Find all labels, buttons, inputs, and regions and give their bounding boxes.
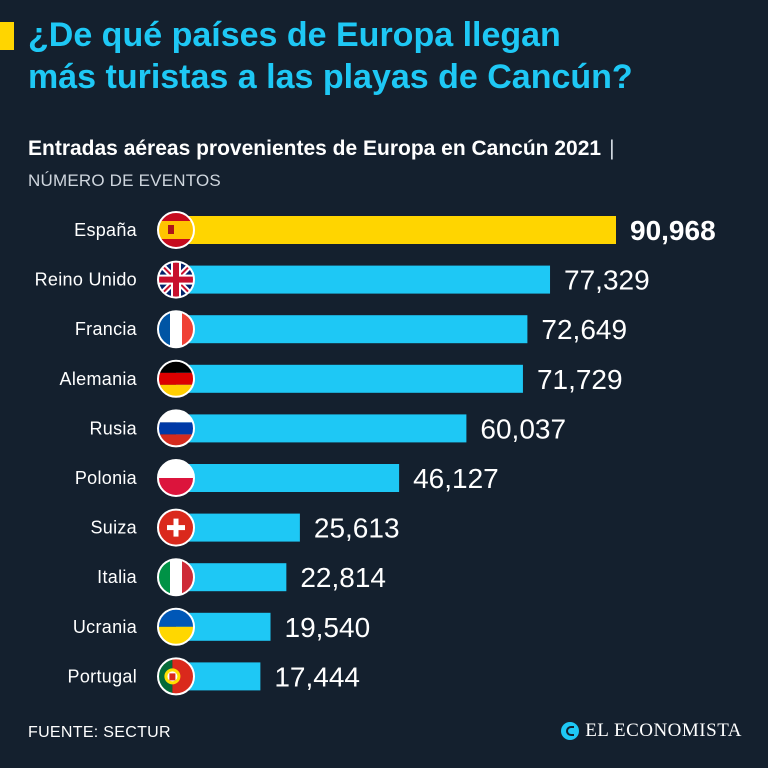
value-label-ucrania: 19,540 (285, 612, 371, 643)
bar-reino-unido (176, 265, 551, 294)
brand-name: EL ECONOMISTA (585, 720, 742, 741)
poland-flag-icon (157, 459, 195, 497)
subtitle-separator: | (609, 137, 615, 160)
source-note: FUENTE: SECTUR (28, 724, 171, 741)
chart-subtitle: Entradas aéreas provenientes de Europa e… (28, 136, 615, 162)
switzerland-flag-icon (157, 508, 195, 547)
value-label-suiza: 25,613 (314, 513, 400, 544)
title-line-2: más turistas a las playas de Cancún? (28, 58, 633, 96)
bar-francia (176, 315, 528, 344)
bar-rusia (176, 414, 467, 443)
category-label-francia: Francia (75, 319, 138, 339)
category-label-polonia: Polonia (75, 468, 138, 488)
page-title: ¿De qué países de Europa llegan más turi… (28, 14, 758, 98)
france-flag-icon (157, 310, 195, 349)
portugal-flag-icon (157, 657, 195, 696)
value-label-italia: 22,814 (300, 562, 386, 593)
spain-flag-icon (157, 211, 195, 249)
germany-flag-icon (157, 359, 195, 398)
chart-subtitle-text: Entradas aéreas provenientes de Europa e… (28, 137, 602, 160)
category-label-suiza: Suiza (90, 518, 137, 538)
bar-alemania (176, 364, 523, 393)
value-label-portugal: 17,444 (274, 661, 360, 692)
value-label-francia: 72,649 (541, 314, 627, 345)
brand-mark-icon (561, 722, 580, 740)
category-label-portugal: Portugal (68, 666, 137, 686)
bar-espana (176, 216, 616, 244)
value-label-espana: 90,968 (630, 215, 716, 246)
value-label-polonia: 46,127 (413, 463, 499, 494)
value-label-reino-unido: 77,329 (564, 265, 650, 296)
category-label-espana: España (74, 220, 138, 240)
bar-suiza (176, 513, 300, 542)
category-label-italia: Italia (97, 567, 138, 587)
brand-logo: EL ECONOMISTA (561, 720, 742, 742)
uk-flag-icon (157, 260, 195, 299)
ukraine-flag-icon (157, 607, 195, 646)
category-label-rusia: Rusia (89, 418, 137, 438)
category-label-alemania: Alemania (60, 369, 138, 389)
value-label-alemania: 71,729 (537, 364, 623, 395)
italy-flag-icon (157, 558, 195, 597)
units-label: NÚMERO DE EVENTOS (28, 171, 221, 190)
bar-polonia (176, 464, 400, 492)
category-label-reino-unido: Reino Unido (35, 270, 137, 290)
value-label-rusia: 60,037 (480, 413, 566, 444)
category-label-ucrania: Ucrania (73, 617, 138, 637)
title-accent-bar (0, 22, 14, 50)
russia-flag-icon (157, 409, 195, 448)
title-line-1: ¿De qué países de Europa llegan (28, 16, 561, 54)
